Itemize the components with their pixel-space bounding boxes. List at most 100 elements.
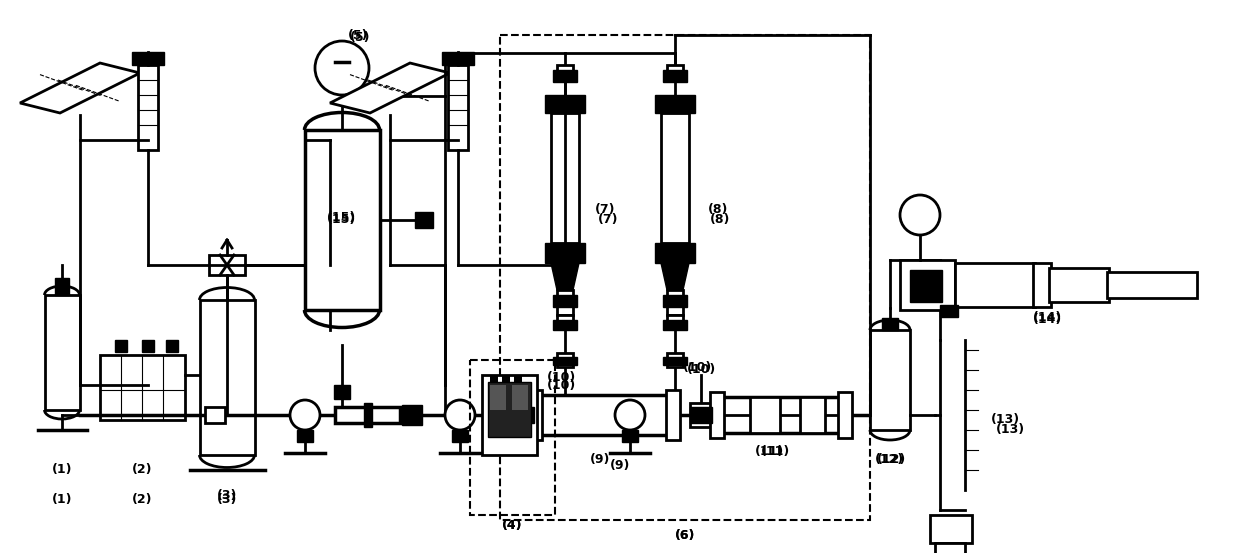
Text: (12): (12) bbox=[878, 453, 906, 467]
Text: (7): (7) bbox=[598, 213, 619, 227]
Bar bbox=[470, 360, 556, 515]
Bar bbox=[1049, 268, 1109, 302]
Bar bbox=[546, 95, 585, 113]
Bar bbox=[115, 340, 126, 352]
Bar bbox=[55, 278, 69, 295]
Bar bbox=[551, 113, 579, 243]
Text: (10): (10) bbox=[547, 378, 577, 392]
Bar bbox=[666, 390, 680, 440]
Bar bbox=[667, 315, 683, 329]
Bar bbox=[557, 315, 573, 329]
Text: (1): (1) bbox=[52, 463, 72, 477]
Text: (10): (10) bbox=[687, 363, 715, 377]
Bar bbox=[655, 243, 694, 263]
Text: (6): (6) bbox=[675, 529, 696, 541]
Bar bbox=[720, 397, 839, 433]
Bar bbox=[553, 320, 577, 330]
Bar bbox=[334, 385, 350, 399]
Bar bbox=[143, 340, 154, 352]
Text: (2): (2) bbox=[131, 493, 153, 507]
Bar bbox=[622, 430, 639, 442]
Circle shape bbox=[900, 195, 940, 235]
Bar bbox=[910, 270, 942, 302]
Bar bbox=[667, 65, 683, 79]
Bar bbox=[200, 300, 255, 455]
Bar bbox=[663, 70, 687, 82]
Bar bbox=[512, 385, 528, 410]
Bar bbox=[689, 407, 712, 423]
Bar bbox=[538, 395, 668, 435]
Text: (11): (11) bbox=[755, 446, 785, 458]
Text: (9): (9) bbox=[590, 453, 610, 467]
Bar bbox=[45, 295, 81, 410]
Bar bbox=[663, 320, 687, 330]
Polygon shape bbox=[20, 63, 140, 113]
Bar bbox=[750, 397, 780, 433]
Bar bbox=[138, 65, 157, 150]
Bar bbox=[882, 318, 898, 330]
Bar bbox=[305, 130, 379, 310]
Circle shape bbox=[615, 400, 645, 430]
Text: (8): (8) bbox=[709, 213, 730, 227]
Polygon shape bbox=[330, 63, 450, 113]
Bar bbox=[490, 385, 506, 410]
Text: (13): (13) bbox=[996, 424, 1024, 436]
Bar bbox=[500, 35, 870, 520]
Bar bbox=[515, 375, 522, 382]
Bar bbox=[838, 392, 852, 438]
Polygon shape bbox=[661, 263, 689, 290]
Bar bbox=[663, 295, 687, 307]
Bar bbox=[298, 430, 312, 442]
Bar bbox=[800, 397, 825, 433]
Bar bbox=[870, 330, 910, 430]
Text: (3): (3) bbox=[217, 488, 237, 502]
Text: (7): (7) bbox=[595, 204, 615, 217]
Bar bbox=[502, 375, 510, 382]
Polygon shape bbox=[551, 263, 579, 290]
Text: (4): (4) bbox=[502, 519, 522, 531]
Bar bbox=[512, 403, 534, 427]
Bar bbox=[557, 65, 573, 79]
Bar bbox=[546, 243, 585, 263]
Bar bbox=[365, 403, 372, 427]
Bar bbox=[210, 255, 246, 275]
Text: (14): (14) bbox=[1033, 314, 1063, 326]
Bar bbox=[900, 260, 955, 310]
Bar bbox=[166, 340, 179, 352]
Text: (5): (5) bbox=[350, 32, 371, 44]
Text: (3): (3) bbox=[217, 493, 237, 507]
Bar bbox=[663, 357, 687, 365]
Text: (4): (4) bbox=[502, 519, 522, 531]
Bar bbox=[453, 430, 467, 442]
Bar bbox=[553, 357, 577, 365]
Bar bbox=[655, 95, 694, 113]
Bar bbox=[489, 382, 531, 437]
Bar bbox=[402, 405, 422, 425]
Bar bbox=[930, 515, 972, 543]
Bar bbox=[553, 70, 577, 82]
Bar bbox=[711, 392, 724, 438]
Bar bbox=[131, 52, 164, 65]
Bar bbox=[441, 52, 474, 65]
Text: (9): (9) bbox=[610, 458, 630, 472]
Bar bbox=[1107, 272, 1197, 298]
Bar bbox=[482, 375, 537, 455]
Bar bbox=[661, 113, 689, 243]
Bar bbox=[667, 353, 683, 367]
Bar bbox=[415, 212, 433, 228]
Circle shape bbox=[290, 400, 320, 430]
Circle shape bbox=[315, 41, 370, 95]
Bar bbox=[935, 543, 965, 553]
Text: (1): (1) bbox=[52, 493, 72, 507]
Bar bbox=[689, 403, 712, 427]
Text: (13): (13) bbox=[991, 414, 1019, 426]
Text: (12): (12) bbox=[875, 453, 905, 467]
Bar bbox=[940, 305, 959, 317]
Text: (15): (15) bbox=[327, 211, 357, 225]
Bar bbox=[528, 390, 542, 440]
Circle shape bbox=[445, 400, 475, 430]
Text: (11): (11) bbox=[760, 446, 790, 458]
Text: (14): (14) bbox=[1033, 311, 1063, 325]
Text: (6): (6) bbox=[675, 529, 696, 541]
Text: (10): (10) bbox=[547, 372, 577, 384]
